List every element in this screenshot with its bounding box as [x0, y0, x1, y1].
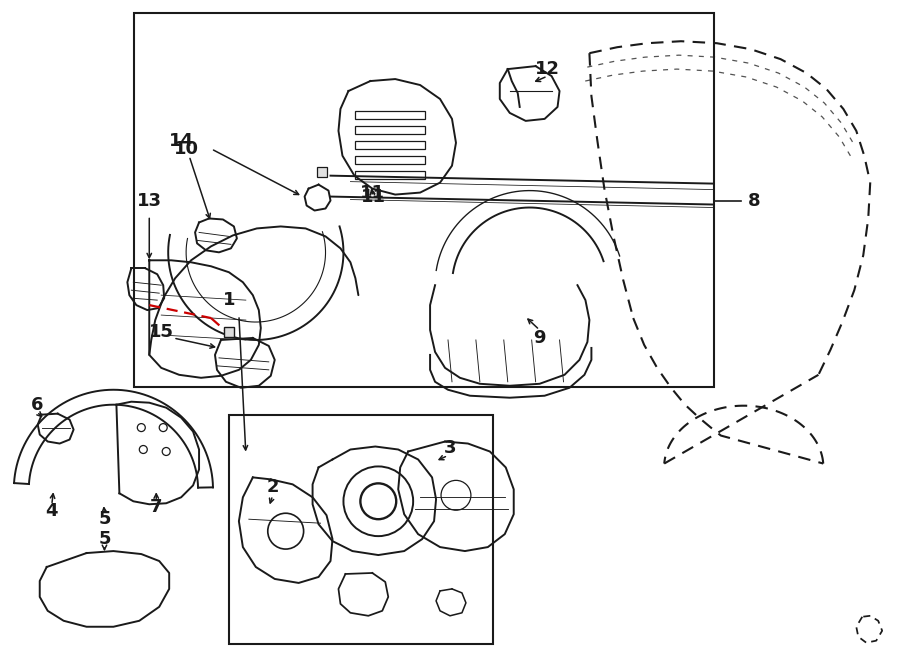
Text: 15: 15: [148, 323, 174, 341]
Text: 4: 4: [45, 502, 58, 520]
Text: 3: 3: [444, 438, 456, 457]
Text: 6: 6: [31, 396, 43, 414]
Bar: [134, 13, 714, 387]
Bar: [317, 167, 327, 176]
Bar: [356, 111, 425, 119]
Text: 2: 2: [266, 479, 279, 496]
Text: 13: 13: [137, 192, 162, 210]
Text: 8: 8: [747, 192, 760, 210]
Text: 10: 10: [174, 139, 199, 158]
Bar: [224, 327, 234, 337]
Text: 11: 11: [361, 188, 386, 206]
Text: 12: 12: [536, 60, 560, 78]
Text: 7: 7: [150, 498, 163, 516]
Text: 5: 5: [98, 530, 111, 548]
Text: 1: 1: [222, 291, 235, 309]
Text: 14: 14: [168, 132, 194, 150]
Text: 9: 9: [534, 329, 546, 347]
Text: 5: 5: [98, 510, 111, 528]
Bar: [356, 171, 425, 178]
Bar: [356, 126, 425, 134]
Bar: [356, 141, 425, 149]
Bar: [229, 414, 493, 644]
Text: 11: 11: [360, 184, 385, 202]
Bar: [356, 156, 425, 164]
